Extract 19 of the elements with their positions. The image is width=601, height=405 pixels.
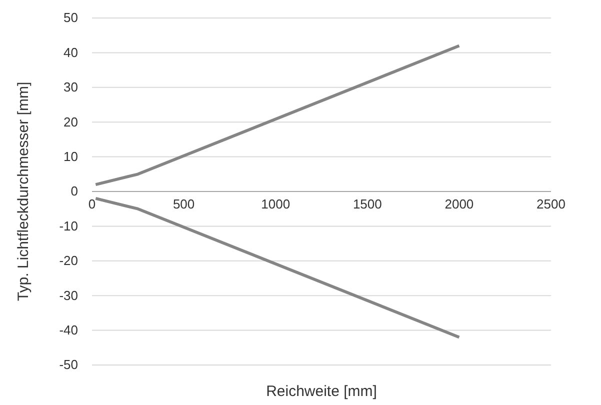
y-tick-label: -10 (59, 218, 78, 234)
x-tick-label: 2500 (536, 196, 566, 212)
y-tick-label: -20 (59, 253, 78, 268)
x-tick-label: 500 (172, 196, 195, 212)
y-axis-title: Typ. Lichtfleckdurchmesser [mm] (15, 82, 32, 302)
x-tick-label: 1000 (261, 196, 290, 212)
y-tick-label: 40 (64, 44, 78, 60)
y-tick-label: -30 (59, 288, 78, 303)
y-tick-label: 10 (64, 148, 78, 164)
y-tick-label: 30 (64, 80, 78, 95)
y-tick-label: 50 (64, 10, 78, 26)
x-tick-label: 2000 (444, 196, 474, 212)
y-tick-label: 20 (64, 114, 78, 130)
x-tick-label: 0 (88, 196, 96, 212)
y-tick-label: -40 (59, 322, 78, 338)
y-tick-label: -50 (59, 357, 78, 372)
x-tick-label: 1500 (352, 196, 382, 212)
x-axis-title: Reichweite [mm] (266, 383, 377, 400)
y-tick-label: 0 (70, 184, 78, 199)
